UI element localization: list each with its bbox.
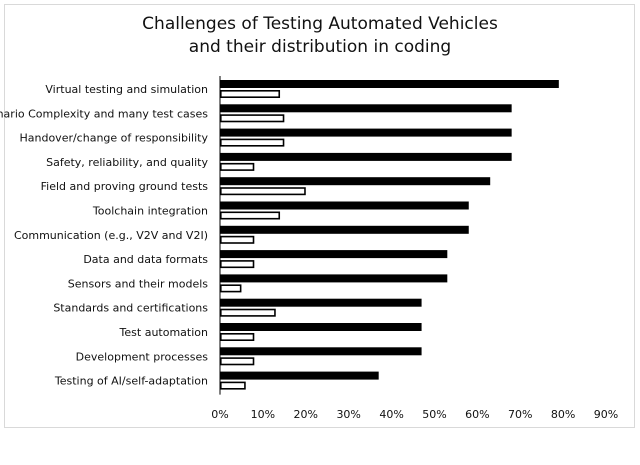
bar bbox=[220, 357, 255, 366]
bar bbox=[220, 152, 512, 161]
bar bbox=[220, 323, 422, 331]
bar bbox=[220, 284, 242, 293]
bar bbox=[220, 128, 512, 137]
bar bbox=[220, 274, 448, 283]
x-tick-label: 90% bbox=[594, 408, 618, 421]
category-label: Data and data formats bbox=[83, 253, 208, 266]
bar bbox=[220, 187, 306, 196]
bar bbox=[220, 104, 512, 113]
x-tick-label: 10% bbox=[251, 408, 275, 421]
category-label: Test automation bbox=[119, 326, 208, 339]
x-tick-label: 20% bbox=[294, 408, 318, 421]
x-tick-label: 80% bbox=[551, 408, 575, 421]
category-label: Development processes bbox=[76, 350, 209, 363]
category-label: Toolchain integration bbox=[92, 205, 208, 218]
bar bbox=[220, 332, 255, 341]
chart-frame bbox=[4, 4, 635, 428]
category-label: Communication (e.g., V2V and V2I) bbox=[14, 229, 208, 242]
bar bbox=[220, 308, 276, 317]
x-tick-label: 60% bbox=[465, 408, 489, 421]
category-label: Scenario Complexity and many test cases bbox=[0, 107, 208, 120]
bar bbox=[220, 80, 559, 88]
bar bbox=[220, 250, 448, 259]
x-tick-label: 70% bbox=[508, 408, 532, 421]
category-label: Standards and certifications bbox=[53, 302, 208, 315]
x-tick-label: 40% bbox=[379, 408, 403, 421]
bar bbox=[220, 371, 379, 380]
x-tick-label: 30% bbox=[336, 408, 360, 421]
category-label: Virtual testing and simulation bbox=[45, 83, 208, 96]
bar bbox=[220, 162, 255, 171]
bar bbox=[220, 90, 281, 99]
chart-title-line-2: and their distribution in coding bbox=[188, 37, 452, 57]
x-tick-label: 0% bbox=[211, 408, 228, 421]
bar bbox=[220, 347, 422, 356]
bar bbox=[220, 235, 255, 244]
bar bbox=[220, 177, 491, 186]
bar bbox=[220, 260, 255, 269]
category-label: Sensors and their models bbox=[68, 277, 209, 290]
x-tick-label: 50% bbox=[422, 408, 446, 421]
chart-title-line-1: Challenges of Testing Automated Vehicles bbox=[142, 14, 498, 34]
bar bbox=[220, 211, 281, 220]
bar bbox=[220, 201, 469, 210]
bar bbox=[220, 225, 469, 234]
bar bbox=[220, 114, 285, 123]
category-label: Handover/change of responsibility bbox=[19, 132, 208, 145]
bar bbox=[220, 138, 285, 147]
category-label: Testing of AI/self-adaptation bbox=[54, 375, 208, 388]
category-label: Safety, reliability, and quality bbox=[46, 156, 208, 169]
bar bbox=[220, 298, 422, 307]
bar bbox=[220, 381, 246, 390]
category-label: Field and proving ground tests bbox=[41, 180, 209, 193]
